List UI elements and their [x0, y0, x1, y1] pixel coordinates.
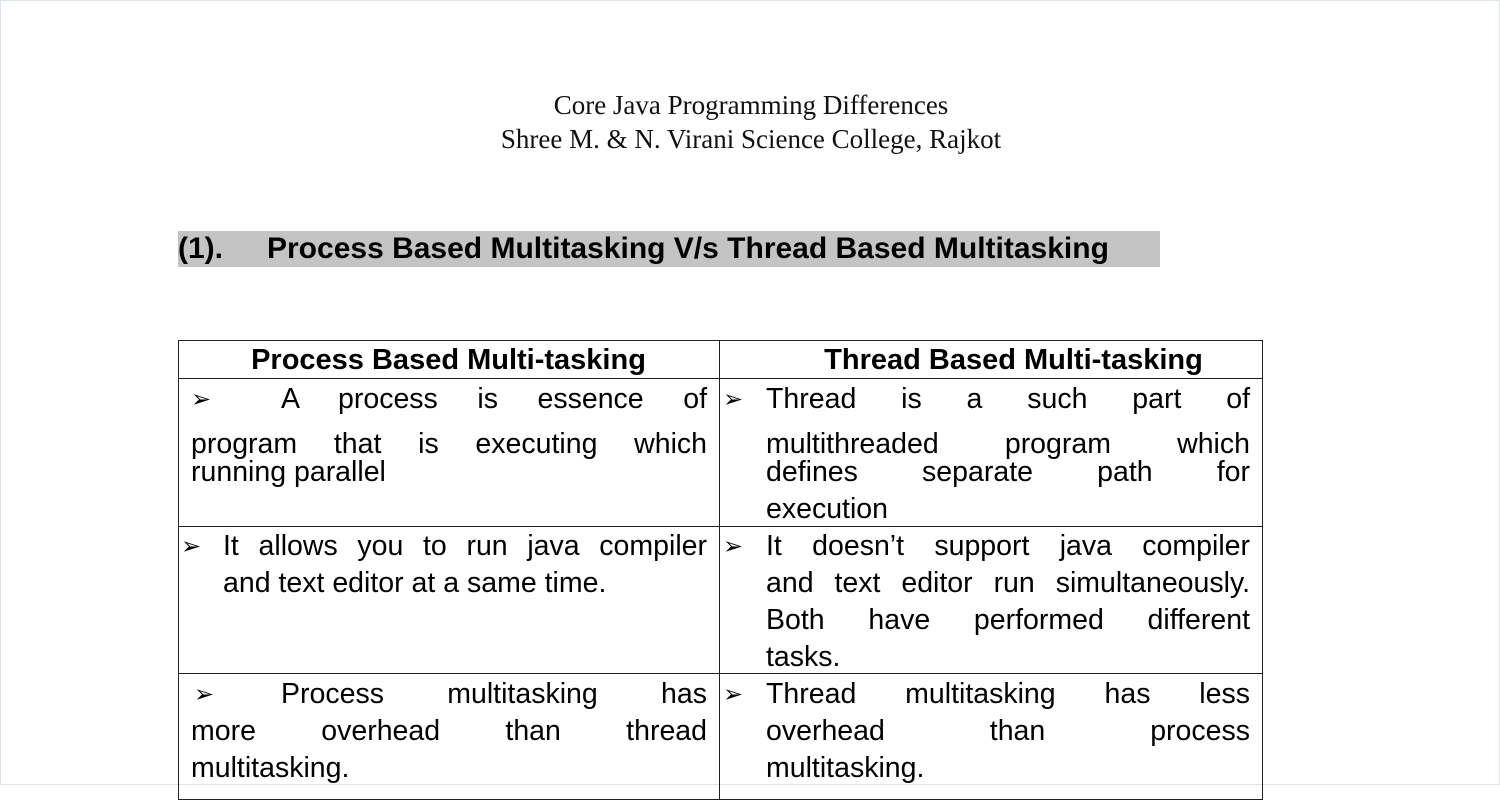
column-header-thread: Thread Based Multi-tasking: [824, 344, 1203, 376]
cell-line: tasks.: [766, 641, 841, 673]
section-number: (1).: [178, 232, 223, 265]
cell-line: Thread is a such part of: [766, 383, 1250, 415]
cell-line: and text editor at a same time.: [223, 567, 607, 599]
cell-line: It doesn’t support java compiler: [766, 530, 1250, 562]
bullet-arrow-icon: ➢: [723, 385, 744, 413]
section-title: Process Based Multitasking V/s Thread Ba…: [267, 232, 1109, 265]
row-divider: [178, 673, 1263, 674]
cell-line: overhead than process: [766, 715, 1250, 747]
bullet-arrow-icon: ➢: [194, 680, 215, 708]
cell-line: execution: [766, 493, 889, 525]
cell-line: Both have performed different: [766, 604, 1250, 636]
document-title: Core Java Programming Differences: [553, 90, 949, 120]
column-header-process: Process Based Multi-tasking: [251, 344, 646, 376]
cell-line: Process multitasking has: [281, 678, 707, 710]
row-divider: [178, 526, 1263, 527]
cell-line: multithreaded program which: [766, 428, 1250, 460]
cell-line: multitasking.: [766, 752, 925, 784]
bullet-arrow-icon: ➢: [181, 532, 202, 560]
cell-line: program that is executing which: [191, 428, 707, 460]
section-heading: (1). Process Based Multitasking V/s Thre…: [178, 231, 1160, 267]
cell-line: more overhead than thread: [191, 715, 707, 747]
bullet-arrow-icon: ➢: [191, 385, 212, 413]
cell-line: defines separate path for: [766, 456, 1250, 488]
cell-line: multitasking.: [191, 752, 350, 784]
bullet-arrow-icon: ➢: [723, 680, 744, 708]
bullet-arrow-icon: ➢: [723, 532, 744, 560]
column-divider: [719, 340, 720, 800]
college-name: Shree M. & N. Virani Science College, Ra…: [500, 124, 1002, 154]
cell-line: It allows you to run java compiler: [223, 530, 707, 562]
row-divider: [178, 378, 1263, 379]
cell-line: Thread multitasking has less: [766, 678, 1250, 710]
cell-line: running parallel: [191, 456, 386, 488]
cell-line: A process is essence of: [281, 383, 707, 415]
cell-line: and text editor run simultaneously.: [766, 567, 1250, 599]
